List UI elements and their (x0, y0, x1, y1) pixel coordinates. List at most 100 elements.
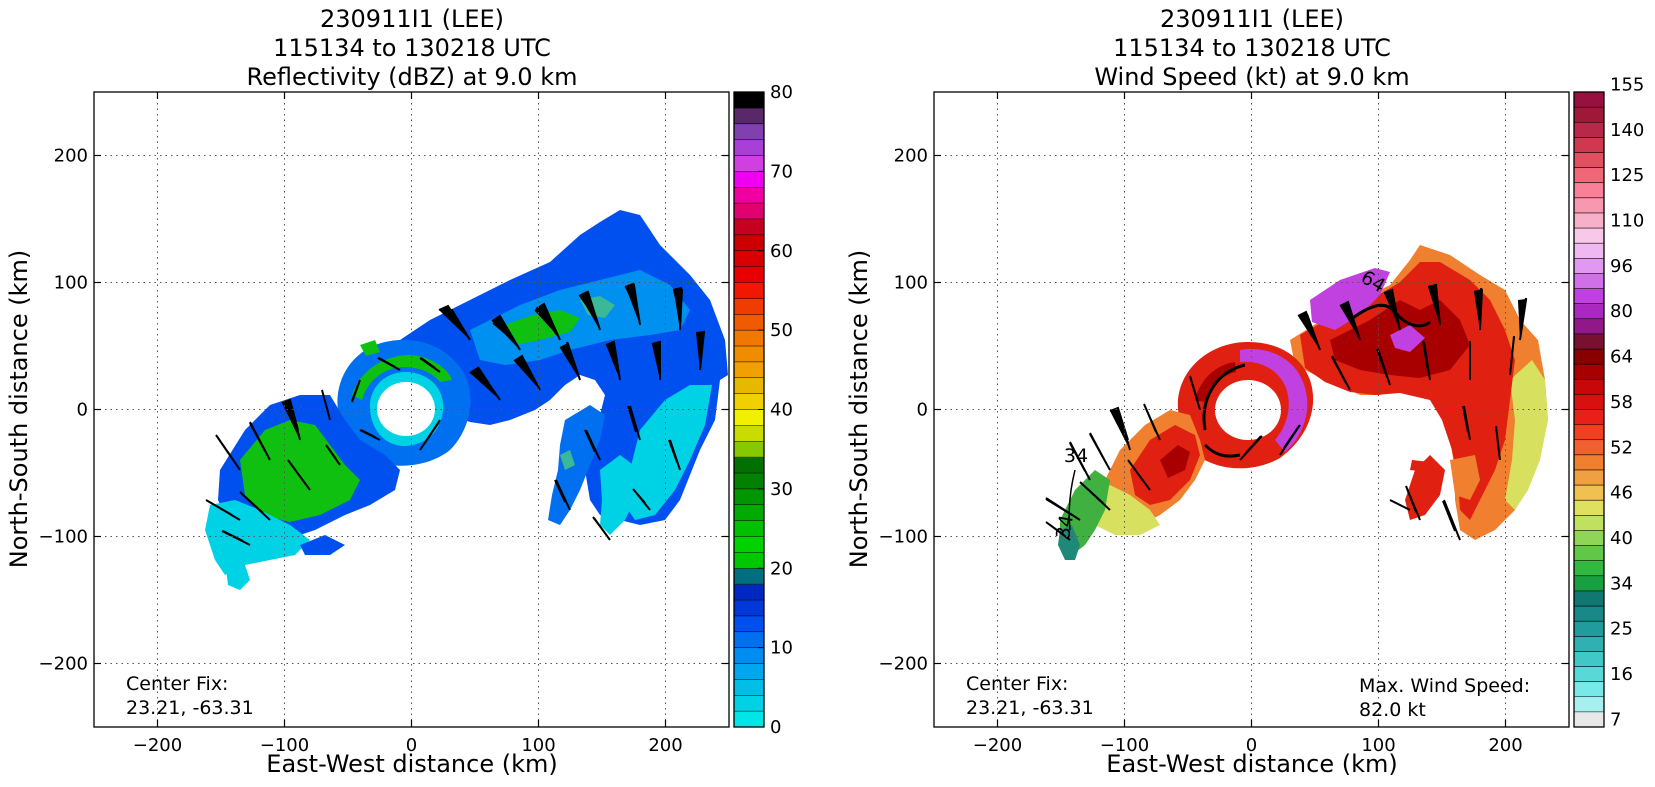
wind-barb (1239, 435, 1263, 461)
reflectivity-colorbar-tick-label: 50 (770, 320, 793, 341)
wind-barb (605, 340, 621, 381)
reflectivity-colorbar-swatch (734, 219, 764, 236)
reflectivity-colorbar-swatch (734, 504, 764, 522)
wind-colorbar-tick-label: 80 (1610, 301, 1633, 322)
wind-colorbar-swatch (1574, 454, 1604, 471)
reflectivity-colorbar-swatch (734, 584, 764, 601)
reflectivity-colorbar-tick-label: 0 (770, 717, 781, 738)
wind-barb (351, 379, 361, 403)
reflectivity-colorbar-swatch (734, 298, 764, 315)
reflectivity-colorbar-swatch (734, 600, 764, 617)
reflectivity-eye (377, 382, 435, 436)
reflectivity-colorbar-tick-label: 70 (770, 161, 793, 182)
wind-colorbar-swatch (1574, 349, 1604, 365)
wind-y-axis-label: North-South distance (km) (845, 250, 873, 569)
wind-colorbar-swatch (1574, 288, 1604, 305)
reflectivity-x-tick-label: −100 (260, 735, 309, 756)
reflectivity-colorbar-swatch (734, 155, 764, 172)
contour-64-south (1203, 443, 1241, 458)
wind-colorbar-tick-label: 25 (1610, 619, 1633, 640)
wind-colorbar-swatch (1574, 500, 1604, 516)
reflectivity-colorbar-swatch (734, 631, 764, 649)
wind-colorbar-swatch (1574, 152, 1604, 169)
wind-barb (359, 429, 381, 441)
wind-barb (419, 419, 441, 451)
reflectivity-center-fix-value: 23.21, -63.31 (126, 697, 254, 719)
wind-band-southeast (1405, 455, 1445, 520)
wind-grid (934, 92, 1569, 727)
wind-colorbar-swatch (1574, 636, 1604, 652)
wind-barb (1509, 335, 1515, 376)
wind-barb (1389, 499, 1411, 511)
reflectivity-grid (94, 92, 729, 727)
wind-barb (377, 357, 401, 371)
wind-max-speed-value: 82.0 kt (1359, 699, 1426, 721)
contour-34-west (1068, 469, 1076, 531)
reflectivity-center-fix-label: Center Fix: (126, 673, 228, 695)
wind-colorbar-swatch (1574, 439, 1604, 456)
wind-colorbar-swatch (1574, 92, 1604, 108)
wind-center-fix-value: 23.21, -63.31 (966, 697, 1094, 719)
reflectivity-colorbar-swatch (734, 203, 764, 220)
wind-barb (419, 357, 441, 373)
wind-colorbar-swatch (1574, 379, 1604, 395)
wind-y-tick-label: −100 (879, 527, 928, 548)
reflectivity-colorbar-swatch (734, 314, 764, 331)
reflectivity-colorbar-tick-label: 80 (770, 82, 793, 103)
wind-barb (627, 405, 641, 441)
wind-colorbar: 7 16 25 34 40 46 52 58 64 80 96 110 125 140 155 (1573, 74, 1644, 730)
wind-colorbar-swatch (1574, 681, 1604, 698)
reflectivity-y-tick-label: −200 (39, 654, 88, 675)
wind-x-tick-label: 200 (1488, 735, 1522, 756)
reflectivity-colorbar-swatch (734, 139, 764, 156)
reflectivity-colorbar-swatch (734, 552, 764, 569)
wind-max-speed-label: Max. Wind Speed: (1359, 675, 1530, 697)
wind-barb (1297, 310, 1321, 351)
wind-title-line-2: 115134 to 130218 UTC (1113, 34, 1391, 62)
wind-band-west-darkred (1160, 445, 1190, 478)
wind-ticks: −200 −100 0 100 200 −200 −100 0 100 200 (879, 92, 1569, 756)
wind-band-purple-north-2 (1390, 325, 1425, 352)
wind-barb (1462, 405, 1471, 441)
reflectivity-colorbar-swatch (734, 663, 764, 680)
wind-colorbar-tick-label: 140 (1610, 120, 1644, 141)
wind-colorbar-swatch (1574, 333, 1604, 350)
wind-y-tick-label: 0 (917, 400, 928, 421)
wind-barb (1427, 283, 1441, 326)
reflectivity-southwest-dark (300, 535, 345, 555)
reflectivity-green-east (560, 450, 575, 470)
reflectivity-colorbar-swatch (734, 441, 764, 458)
wind-colorbar-swatch (1574, 606, 1604, 622)
reflectivity-colorbar-swatch (734, 457, 764, 474)
wind-orange-east-tip (1450, 455, 1480, 500)
reflectivity-y-tick-label: 100 (54, 273, 88, 294)
wind-colorbar-swatch (1574, 212, 1604, 229)
reflectivity-colorbar-swatch (734, 266, 764, 283)
wind-colorbar-swatch (1574, 273, 1604, 290)
wind-colorbar-swatch (1574, 228, 1604, 244)
reflectivity-panel: 230911I1 (LEE) 115134 to 130218 UTC Refl… (5, 5, 793, 778)
wind-y-tick-label: 100 (894, 273, 928, 294)
wind-barb (205, 499, 241, 521)
wind-colorbar-swatch (1574, 258, 1604, 274)
reflectivity-colorbar-swatch (734, 346, 764, 363)
reflectivity-colorbar-tick-label: 10 (770, 638, 793, 659)
reflectivity-colorbar-swatch (734, 187, 764, 204)
reflectivity-colorbar-swatch (734, 377, 764, 395)
wind-colorbar-swatch (1574, 167, 1604, 184)
wind-colorbar-swatch (1574, 560, 1604, 577)
wind-colorbar-swatch (1574, 409, 1604, 426)
reflectivity-colorbar-tick-label: 30 (770, 479, 793, 500)
wind-barb (287, 459, 311, 491)
wind-colorbar-swatch (1574, 711, 1604, 728)
reflectivity-colorbar-swatch (734, 568, 764, 585)
reflectivity-green-north (505, 310, 580, 345)
reflectivity-title-line-1: 230911I1 (LEE) (320, 5, 504, 33)
wind-x-tick-label: 0 (1246, 735, 1257, 756)
reflectivity-green-southwest (240, 420, 360, 522)
wind-colorbar-swatch (1574, 182, 1604, 199)
wind-barb (668, 439, 681, 471)
reflectivity-colorbar-swatch (734, 282, 764, 299)
wind-barb (592, 516, 611, 541)
